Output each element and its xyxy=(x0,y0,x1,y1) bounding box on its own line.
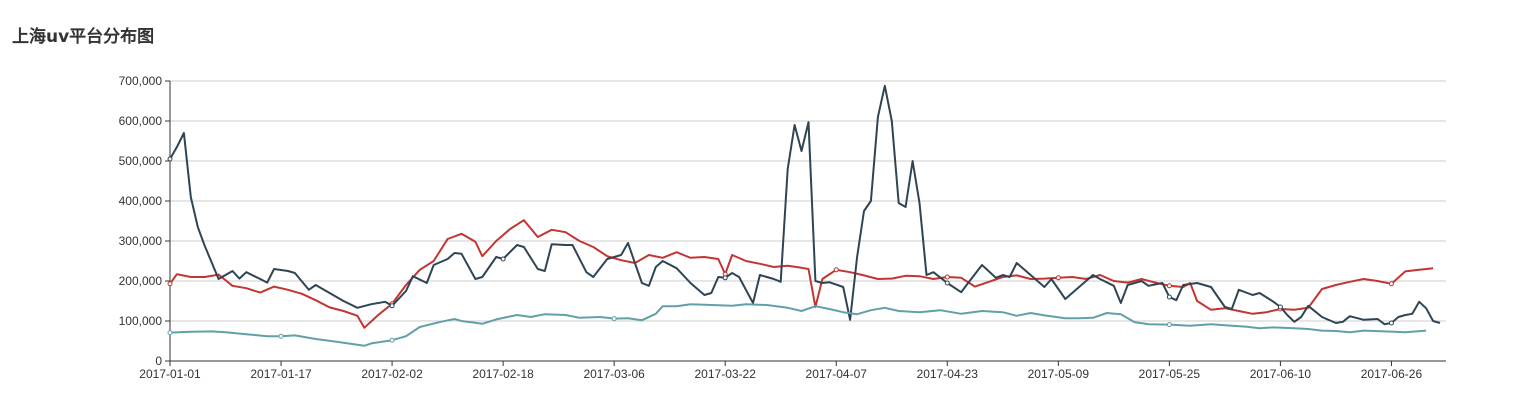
data-point-marker xyxy=(722,275,728,281)
data-point-marker xyxy=(944,274,950,280)
x-tick-label: 2017-02-02 xyxy=(361,367,423,381)
y-tick-label: 100,000 xyxy=(119,314,163,328)
data-point-marker xyxy=(500,256,506,262)
data-point-marker xyxy=(1166,283,1172,289)
x-axis: 2017-01-01 2017-01-17 2017-02-02 2017-02-18… xyxy=(139,360,1446,381)
x-tick-label: 2017-05-25 xyxy=(1139,367,1201,381)
data-point-marker xyxy=(833,267,839,273)
data-point-marker xyxy=(167,156,173,162)
x-tick-label: 2017-05-09 xyxy=(1028,367,1090,381)
x-tick-label: 2017-04-07 xyxy=(806,367,868,381)
chart-title: 上海uv平台分布图 xyxy=(12,27,155,47)
y-tick-label: 600,000 xyxy=(119,114,163,128)
gridlines xyxy=(170,80,1446,322)
data-point-marker xyxy=(167,281,173,287)
y-tick-label: 300,000 xyxy=(119,234,163,248)
data-point-marker xyxy=(1055,275,1061,281)
series-lines xyxy=(167,84,1441,347)
data-point-marker xyxy=(611,316,617,322)
y-tick-label: 400,000 xyxy=(119,194,163,208)
data-point-marker xyxy=(167,330,173,336)
x-tick-label: 2017-02-18 xyxy=(472,367,534,381)
data-point-marker xyxy=(389,337,395,343)
series-line-3 xyxy=(169,303,1427,347)
y-axis: 0 100,000 200,000 300,000 400,000 500,000 600,… xyxy=(119,74,171,368)
series-line-1 xyxy=(169,219,1434,329)
x-tick-label: 2017-04-23 xyxy=(917,367,979,381)
data-point-marker xyxy=(1388,320,1394,326)
y-tick-label: 200,000 xyxy=(119,274,163,288)
x-tick-label: 2017-03-22 xyxy=(695,367,757,381)
data-point-marker xyxy=(1166,294,1172,300)
x-tick-label: 2017-03-06 xyxy=(583,367,645,381)
data-point-marker xyxy=(278,333,284,339)
series-line-2 xyxy=(169,84,1441,326)
y-tick-label: 500,000 xyxy=(119,154,163,168)
data-point-marker xyxy=(389,303,395,309)
y-tick-label: 0 xyxy=(155,354,162,368)
data-point-marker xyxy=(1388,281,1394,287)
data-point-marker xyxy=(1166,322,1172,328)
data-point-marker xyxy=(1277,304,1283,310)
x-tick-label: 2017-06-10 xyxy=(1250,367,1312,381)
x-tick-label: 2017-01-17 xyxy=(250,367,312,381)
x-tick-label: 2017-06-26 xyxy=(1361,367,1423,381)
data-point-marker xyxy=(944,280,950,286)
y-tick-label: 700,000 xyxy=(119,74,163,88)
x-tick-label: 2017-01-01 xyxy=(139,367,201,381)
